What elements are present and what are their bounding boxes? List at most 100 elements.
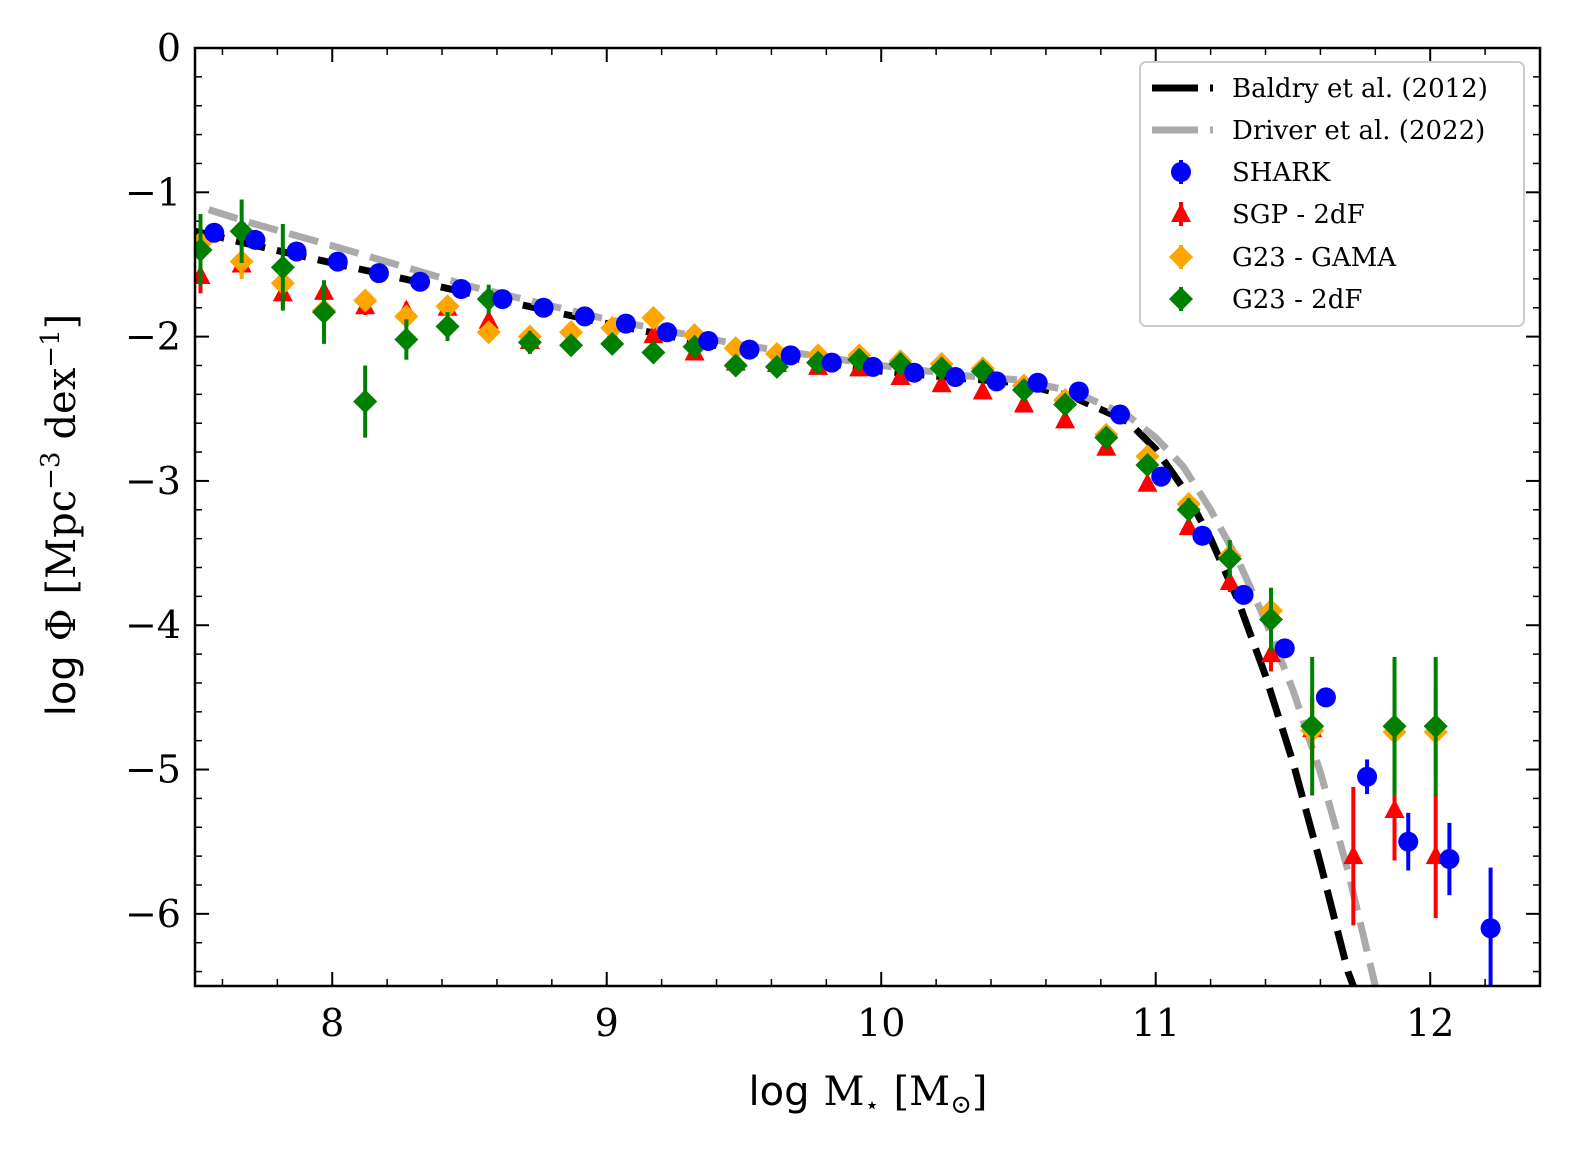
g23-2df-point [1423, 714, 1448, 739]
shark-point [1439, 849, 1460, 870]
shark-point [1357, 766, 1378, 787]
shark-point [574, 306, 595, 327]
sgp-2df-point [1055, 409, 1076, 429]
g23-2df-point [312, 300, 337, 325]
shark-point [1315, 687, 1336, 708]
sgp-2df-point [1384, 798, 1405, 818]
sgp-2df-point [1343, 845, 1364, 865]
g23-2df-point [353, 389, 378, 414]
y-axis-label: log Φ [Mpc−3 dex−1] [36, 314, 85, 716]
shark-point [1398, 831, 1419, 852]
y-axis-label-unit-close: ] [39, 314, 85, 330]
g23-gama-point [559, 320, 584, 345]
x-tick-label: 10 [857, 1001, 905, 1045]
x-axis-label-unit-sub: ⊙ [950, 1090, 972, 1120]
shark-point [1110, 404, 1131, 425]
shark-point [245, 229, 266, 250]
y-axis-label-sup-b: −1 [36, 329, 66, 367]
shark-point [410, 271, 431, 292]
x-tick-label: 9 [595, 1001, 619, 1045]
g23-gama-point [641, 305, 666, 330]
y-axis-label-symbol: Φ [39, 608, 85, 641]
g23-2df-point [1053, 392, 1078, 417]
shark-point [945, 367, 966, 388]
g23-2df-point [435, 314, 460, 339]
sgp-2df-legend-marker [1171, 203, 1191, 222]
shark-legend-label: SHARK [1232, 158, 1331, 188]
shark-point [533, 297, 554, 318]
y-tick-label: −1 [125, 170, 181, 214]
shark-point [1151, 466, 1172, 487]
shark-legend-marker [1171, 162, 1191, 182]
x-axis-label: log M⋆ [M⊙] [749, 1069, 988, 1120]
plot-frame [193, 46, 1542, 988]
g23-2df-legend-marker [1169, 287, 1193, 311]
y-tick-label: −3 [125, 459, 181, 503]
shark-point [1480, 918, 1501, 939]
y-axis-label-prefix: log [39, 655, 85, 716]
data-points [195, 199, 1501, 986]
g23-2df-point [1382, 714, 1407, 739]
g23-gama-legend-label: G23 - GAMA [1232, 243, 1397, 273]
g23-2df-point [1094, 425, 1119, 450]
sgp-2df-point [1261, 643, 1281, 663]
y-axis-label-unit-b: dex [39, 367, 85, 439]
sgp-2df-point [1178, 516, 1199, 536]
shark-point [862, 356, 883, 377]
g23-2df-point [195, 238, 213, 263]
shark-point [1192, 525, 1213, 546]
x-tick-label: 8 [320, 1001, 344, 1045]
shark-point [780, 345, 801, 366]
g23-2df-point [723, 353, 748, 378]
shark-point [451, 278, 472, 299]
y-tick-label: −5 [125, 748, 181, 792]
shark-point [1027, 372, 1048, 393]
shark-point [657, 322, 678, 343]
g23-gama-point [394, 304, 419, 329]
sgp-2df-point [1013, 393, 1034, 413]
legend: Baldry et al. (2012) Driver et al. (2022)… [1139, 61, 1525, 327]
driver-et-al-2022-legend-label: Driver et al. (2022) [1232, 116, 1485, 146]
x-axis-label-symbol: M [824, 1069, 865, 1115]
g23-gama-point [476, 320, 501, 345]
sgp-2df-point [1219, 570, 1240, 590]
shark-point [492, 289, 513, 310]
sgp-2df-point [1137, 472, 1158, 492]
g23-gama-legend-marker [1169, 245, 1193, 269]
sgp-2df-point [643, 324, 664, 344]
g23-2df-point [1011, 378, 1036, 403]
shark-point [286, 241, 307, 262]
g23-2df-series [195, 199, 1448, 796]
g23-2df-point [1259, 607, 1283, 632]
g23-2df-point [517, 330, 542, 355]
shark-point [1233, 584, 1254, 605]
tick-labels: 8 9 10 11 12 0 −1 −2 −3 −4 −5 −6 [125, 26, 1454, 1045]
g23-2df-point [394, 327, 419, 352]
shark-point [204, 222, 225, 243]
shark-series [204, 222, 1501, 986]
x-tick-label: 12 [1406, 1001, 1454, 1045]
shark-point [739, 339, 760, 360]
shark-point [1274, 638, 1295, 659]
g23-2df-point [1300, 714, 1325, 739]
y-axis-label-sup-a: −3 [36, 452, 66, 490]
legend-box [1139, 61, 1525, 327]
x-axis-label-sub: ⋆ [864, 1091, 879, 1119]
shark-point [904, 362, 925, 383]
shark-point [1068, 381, 1089, 402]
g23-gama-point [353, 288, 378, 313]
g23-2df-legend-label: G23 - 2dF [1232, 285, 1362, 315]
shark-point [986, 371, 1007, 392]
x-tick-label: 11 [1132, 1001, 1180, 1045]
y-tick-label: −4 [125, 603, 181, 647]
x-axis-label-unit-close: ] [972, 1069, 988, 1115]
y-tick-label: −6 [125, 892, 181, 936]
x-axis-label-prefix: log [749, 1069, 810, 1115]
x-axis-label-unit-open: [M [894, 1069, 951, 1115]
y-axis-label-unit-a: [Mpc [39, 490, 85, 595]
g23-2df-point [1176, 497, 1201, 522]
y-tick-label: −2 [125, 315, 181, 359]
sgp-2df-point [931, 373, 952, 393]
sgp-2df-point [478, 309, 499, 329]
